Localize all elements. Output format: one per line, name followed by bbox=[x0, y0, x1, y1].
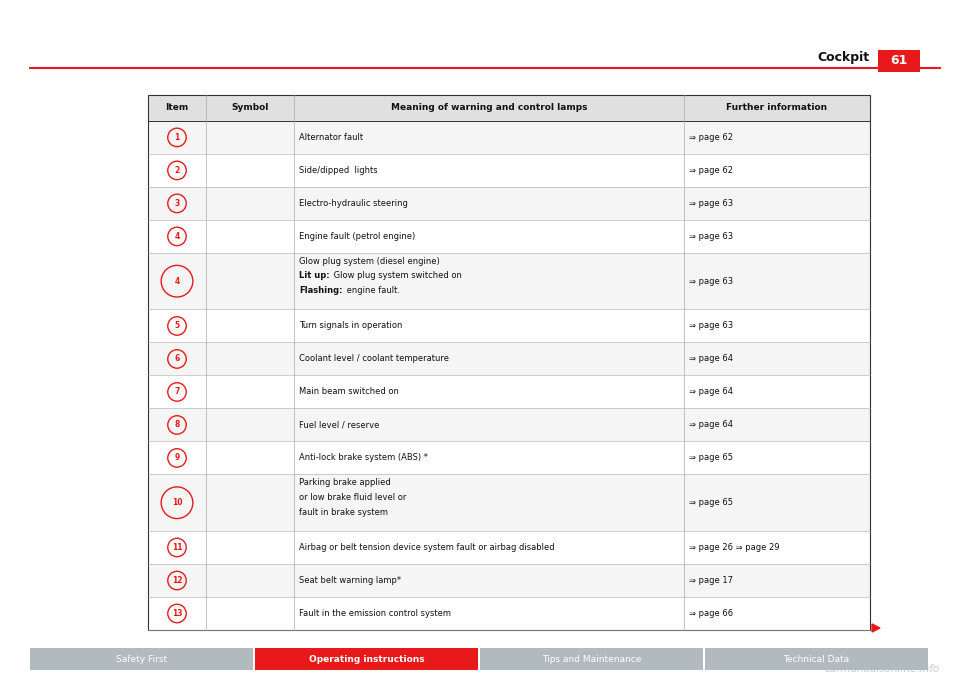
Bar bbox=[30, 648, 253, 670]
Text: 4: 4 bbox=[175, 277, 180, 285]
Text: Turn signals in operation: Turn signals in operation bbox=[299, 321, 402, 330]
Text: 11: 11 bbox=[172, 543, 182, 552]
Bar bbox=[255, 648, 478, 670]
Text: Flashing:: Flashing: bbox=[299, 286, 343, 296]
Bar bbox=[148, 475, 870, 531]
Text: 5: 5 bbox=[175, 321, 180, 330]
Text: ⇒ page 17: ⇒ page 17 bbox=[689, 576, 733, 585]
Text: Coolant level / coolant temperature: Coolant level / coolant temperature bbox=[299, 355, 449, 363]
Text: 2: 2 bbox=[175, 166, 180, 175]
Text: Tips and Maintenance: Tips and Maintenance bbox=[541, 654, 641, 664]
Text: 13: 13 bbox=[172, 609, 182, 618]
Text: 8: 8 bbox=[175, 420, 180, 429]
Bar bbox=[148, 95, 870, 630]
Text: 12: 12 bbox=[172, 576, 182, 585]
Bar bbox=[148, 95, 870, 121]
Text: 6: 6 bbox=[175, 355, 180, 363]
Text: engine fault.: engine fault. bbox=[344, 286, 399, 296]
Bar bbox=[148, 564, 870, 597]
Text: 3: 3 bbox=[175, 199, 180, 208]
Text: ⇒ page 26 ⇒ page 29: ⇒ page 26 ⇒ page 29 bbox=[689, 543, 780, 552]
Bar bbox=[148, 408, 870, 441]
Polygon shape bbox=[872, 624, 880, 632]
Text: 10: 10 bbox=[172, 498, 182, 507]
Text: Safety First: Safety First bbox=[116, 654, 167, 664]
Bar bbox=[705, 648, 928, 670]
Text: Cockpit: Cockpit bbox=[818, 52, 870, 64]
Text: Glow plug system (diesel engine): Glow plug system (diesel engine) bbox=[299, 256, 440, 266]
Text: 9: 9 bbox=[175, 454, 180, 462]
Text: ⇒ page 64: ⇒ page 64 bbox=[689, 420, 733, 429]
Text: ⇒ page 62: ⇒ page 62 bbox=[689, 133, 733, 142]
Text: 1: 1 bbox=[175, 133, 180, 142]
Text: Operating instructions: Operating instructions bbox=[309, 654, 424, 664]
Text: Airbag or belt tension device system fault or airbag disabled: Airbag or belt tension device system fau… bbox=[299, 543, 555, 552]
Text: Lit up:: Lit up: bbox=[299, 271, 329, 281]
Text: Glow plug system switched on: Glow plug system switched on bbox=[330, 271, 462, 281]
Text: ⇒ page 65: ⇒ page 65 bbox=[689, 498, 733, 507]
Text: ⇒ page 65: ⇒ page 65 bbox=[689, 454, 733, 462]
Bar bbox=[148, 187, 870, 220]
Text: or low brake fluid level or: or low brake fluid level or bbox=[299, 493, 406, 502]
Text: carmanualsonline.info: carmanualsonline.info bbox=[825, 664, 940, 674]
Bar bbox=[148, 121, 870, 154]
Text: ⇒ page 66: ⇒ page 66 bbox=[689, 609, 733, 618]
Bar bbox=[480, 648, 703, 670]
Text: ⇒ page 63: ⇒ page 63 bbox=[689, 277, 733, 285]
Text: Meaning of warning and control lamps: Meaning of warning and control lamps bbox=[391, 104, 588, 113]
Text: ⇒ page 62: ⇒ page 62 bbox=[689, 166, 733, 175]
Text: Technical Data: Technical Data bbox=[783, 654, 850, 664]
Bar bbox=[878, 50, 920, 72]
Text: Fuel level / reserve: Fuel level / reserve bbox=[299, 420, 379, 429]
Text: Anti-lock brake system (ABS) *: Anti-lock brake system (ABS) * bbox=[299, 454, 428, 462]
Text: Electro-hydraulic steering: Electro-hydraulic steering bbox=[299, 199, 408, 208]
Text: Fault in the emission control system: Fault in the emission control system bbox=[299, 609, 451, 618]
Text: 61: 61 bbox=[890, 54, 908, 68]
Text: Parking brake applied: Parking brake applied bbox=[299, 478, 391, 487]
Text: Seat belt warning lamp*: Seat belt warning lamp* bbox=[299, 576, 401, 585]
Text: Side/dipped  lights: Side/dipped lights bbox=[299, 166, 377, 175]
Text: Engine fault (petrol engine): Engine fault (petrol engine) bbox=[299, 232, 416, 241]
Text: 7: 7 bbox=[175, 387, 180, 397]
Text: fault in brake system: fault in brake system bbox=[299, 508, 388, 517]
Text: ⇒ page 64: ⇒ page 64 bbox=[689, 387, 733, 397]
Bar bbox=[148, 342, 870, 376]
Text: ⇒ page 63: ⇒ page 63 bbox=[689, 321, 733, 330]
Bar bbox=[148, 253, 870, 309]
Text: ⇒ page 63: ⇒ page 63 bbox=[689, 199, 733, 208]
Text: Symbol: Symbol bbox=[231, 104, 269, 113]
Text: Further information: Further information bbox=[727, 104, 828, 113]
Text: ⇒ page 63: ⇒ page 63 bbox=[689, 232, 733, 241]
Text: ⇒ page 64: ⇒ page 64 bbox=[689, 355, 733, 363]
Text: Item: Item bbox=[165, 104, 188, 113]
Text: 4: 4 bbox=[175, 232, 180, 241]
Text: Alternator fault: Alternator fault bbox=[299, 133, 363, 142]
Text: Main beam switched on: Main beam switched on bbox=[299, 387, 398, 397]
